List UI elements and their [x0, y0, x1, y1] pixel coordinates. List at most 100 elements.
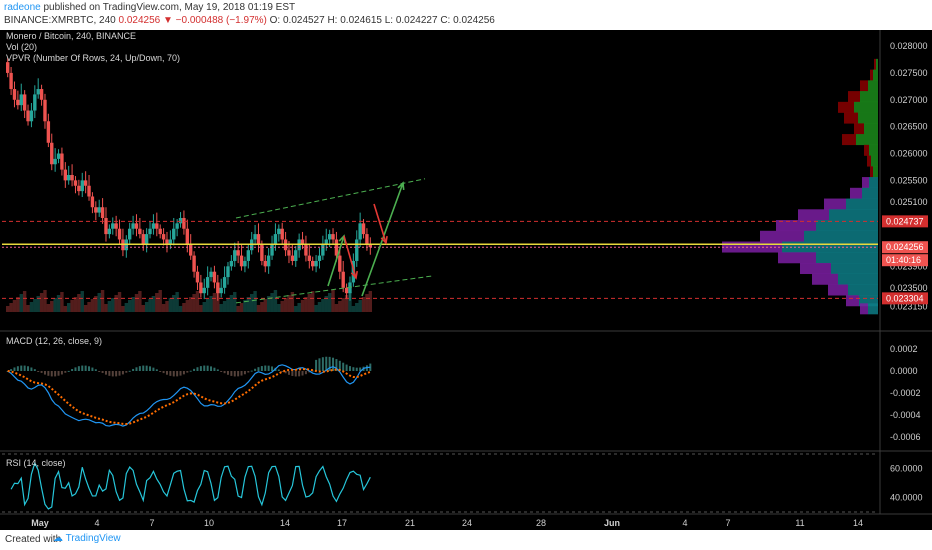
macd-histogram-bar: [257, 367, 260, 371]
macd-histogram-bar: [332, 357, 335, 371]
macd-histogram-bar: [74, 367, 77, 371]
volume-bar: [158, 290, 162, 312]
candle-body: [311, 260, 315, 267]
volume-bar: [29, 302, 34, 312]
tradingview-logo-icon[interactable]: ☁ TradingView: [53, 533, 121, 544]
volume-bar: [229, 295, 234, 312]
macd-histogram-bar: [88, 366, 91, 371]
candle-body: [131, 223, 135, 229]
vpvr-down-bar: [844, 112, 858, 124]
vpvr-up-bar: [868, 303, 878, 315]
vpvr-up-bar: [816, 252, 878, 264]
candle-body: [202, 287, 206, 294]
volume-bar: [155, 293, 159, 312]
macd-histogram-bar: [223, 371, 226, 374]
time-tick-label: 21: [405, 518, 415, 528]
volume-bar: [317, 302, 322, 312]
vpvr-down-bar: [798, 209, 829, 221]
vpvr-down-bar: [760, 230, 804, 242]
volume-bar: [141, 305, 145, 312]
volume-bar: [124, 303, 129, 312]
volume-bar: [138, 291, 142, 312]
volume-bar: [80, 291, 84, 312]
candle-body: [165, 239, 169, 245]
candle-body: [290, 255, 295, 261]
price-tick-label: 0.023500: [890, 283, 928, 293]
volume-bar: [219, 304, 223, 312]
volume-bar: [19, 294, 23, 312]
volume-bar: [56, 295, 61, 312]
volume-bar: [195, 291, 200, 312]
rsi-tick-label: 40.0000: [890, 493, 923, 503]
volume-bar: [341, 298, 345, 312]
vpvr-up-bar: [854, 101, 878, 113]
green-arrow: [327, 235, 345, 287]
volume-bar: [321, 299, 325, 312]
volume-bar: [53, 298, 57, 312]
macd-histogram-bar: [247, 371, 250, 373]
volume-bar: [324, 296, 328, 312]
volume-bar: [233, 292, 237, 312]
volume-bar: [246, 297, 251, 312]
chart-area[interactable]: 0.028000 0.027500 0.027000 0.026500 0.026000…: [0, 30, 932, 530]
volume-bar: [202, 302, 206, 312]
support-price-badge-bg: [882, 292, 928, 305]
vpvr-legend: VPVR (Number Of Rows, 24, Up/Down, 70): [6, 53, 181, 63]
macd-histogram-bar: [47, 371, 50, 376]
macd-histogram-bar: [94, 369, 97, 371]
candle-body: [100, 207, 105, 218]
volume-bar: [209, 296, 213, 312]
macd-histogram-bar: [33, 369, 36, 371]
volume-bar: [236, 306, 240, 312]
macd-histogram-bar: [77, 366, 80, 371]
macd-tick-label: -0.0002: [890, 388, 921, 398]
macd-histogram-bar: [199, 366, 202, 371]
macd-histogram-bar: [348, 366, 351, 371]
macd-histogram-bar: [84, 365, 87, 371]
volume-bar: [348, 292, 352, 312]
macd-histogram-bar: [250, 370, 253, 372]
pair-legend: Monero / Bitcoin, 240, BINANCE: [6, 31, 137, 41]
volume-bar: [287, 295, 291, 312]
channel-lower-line: [235, 275, 433, 304]
red-arrow-head: [380, 235, 388, 245]
volume-legend: Vol (20): [6, 42, 38, 52]
candle-body: [63, 169, 68, 181]
candle-body: [94, 207, 98, 213]
macd-histogram-bar: [352, 367, 355, 371]
volume-bar: [70, 300, 74, 312]
candle-body: [229, 260, 234, 267]
countdown-badge-bg: [882, 254, 928, 267]
volume-bar: [256, 305, 261, 312]
volume-bar: [97, 293, 101, 312]
volume-bar: [270, 293, 274, 312]
red-arrow-head: [350, 270, 358, 280]
macd-histogram-bar: [57, 371, 60, 376]
candle-body: [46, 121, 51, 143]
time-tick-label: 14: [853, 518, 863, 528]
author-link[interactable]: radeone: [4, 2, 41, 13]
chart-svg[interactable]: 0.028000 0.027500 0.027000 0.026500 0.026000…: [0, 30, 932, 530]
macd-histogram-bar: [216, 369, 219, 371]
candle-body: [26, 110, 30, 122]
time-tick-label: 10: [204, 518, 214, 528]
macd-histogram-bar: [240, 371, 243, 376]
candle-body: [22, 94, 27, 111]
macd-histogram-bar: [189, 370, 192, 372]
footer: Created with ☁ TradingView: [0, 530, 932, 550]
volume-bar: [107, 301, 112, 312]
candle-body: [9, 72, 13, 90]
red-arrow: [343, 235, 357, 279]
candle-body: [334, 239, 339, 256]
macd-histogram-bar: [271, 366, 274, 371]
macd-histogram-bar: [193, 368, 196, 371]
macd-histogram-bar: [13, 367, 16, 371]
volume-bar: [243, 300, 247, 312]
volume-bar: [9, 303, 13, 312]
volume-bar: [212, 293, 217, 312]
candle-body: [277, 228, 281, 235]
tradingview-brand: TradingView: [65, 533, 121, 544]
macd-histogram-bar: [196, 367, 199, 371]
vpvr-down-bar: [776, 220, 816, 232]
candle-body: [39, 89, 44, 100]
